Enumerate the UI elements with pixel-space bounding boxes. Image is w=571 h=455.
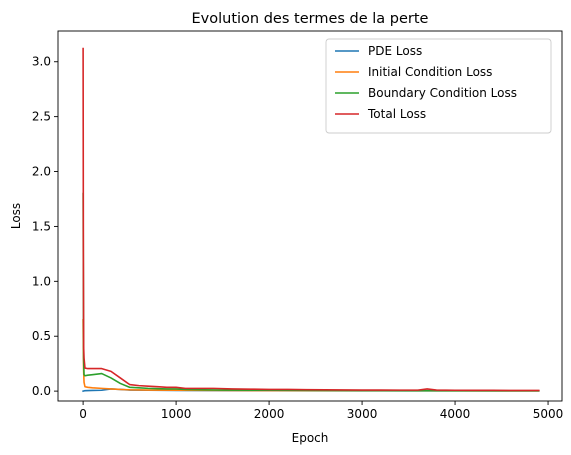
legend-entry: Boundary Condition Loss [368,86,517,100]
y-tick-label: 1.5 [32,219,51,233]
y-tick-label: 0.5 [32,329,51,343]
legend-entry: PDE Loss [368,44,422,58]
legend-entry: Total Loss [367,107,426,121]
y-tick-label: 2.5 [32,110,51,124]
chart-title: Evolution des termes de la perte [192,11,429,27]
y-axis: 0.0 0.5 1.0 1.5 2.0 2.5 3.0 [32,55,58,398]
x-tick-label: 5000 [533,407,564,421]
y-tick-label: 1.0 [32,274,51,288]
x-tick-label: 3000 [347,407,378,421]
legend-entry: Initial Condition Loss [368,65,492,79]
series-line-initial-condition-loss [82,318,540,392]
y-tick-label: 2.0 [32,165,51,179]
series-line-total-loss [82,47,540,392]
x-tick-label: 0 [79,407,87,421]
y-tick-label: 0.0 [32,384,51,398]
axes-frame [57,30,563,402]
x-axis: 0 1000 2000 3000 4000 5000 [79,401,563,421]
x-axis-label: Epoch [292,431,329,445]
x-tick-label: 4000 [440,407,471,421]
series-line-boundary-condition-loss [82,192,540,392]
legend-box [325,38,552,134]
x-tick-label: 2000 [254,407,285,421]
y-tick-label: 3.0 [32,55,51,69]
legend: PDE Loss Initial Condition Loss Boundary C… [325,38,552,134]
x-tick-label: 1000 [161,407,192,421]
y-axis-label: Loss [9,203,23,229]
